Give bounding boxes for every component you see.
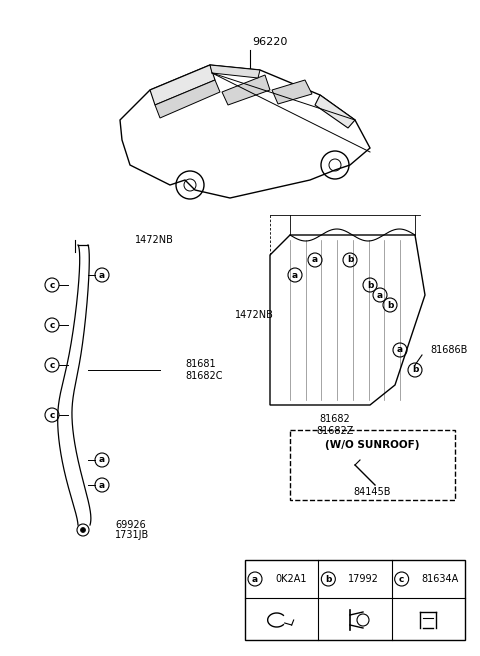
Text: b: b <box>387 300 393 310</box>
Text: a: a <box>252 575 258 583</box>
PathPatch shape <box>155 80 220 118</box>
PathPatch shape <box>150 65 215 105</box>
Text: 81681
81682C: 81681 81682C <box>185 359 223 380</box>
Text: 1472NB: 1472NB <box>135 235 174 245</box>
Text: a: a <box>397 346 403 354</box>
Text: 81634A: 81634A <box>421 574 459 584</box>
Text: 84145B: 84145B <box>354 487 391 497</box>
Text: b: b <box>367 281 373 289</box>
Text: c: c <box>49 321 55 329</box>
Text: 81686B: 81686B <box>430 345 468 355</box>
Text: 1472NB: 1472NB <box>235 310 274 320</box>
Text: a: a <box>292 270 298 279</box>
Text: 96220: 96220 <box>252 37 288 47</box>
Text: b: b <box>325 575 332 583</box>
Text: c: c <box>399 575 404 583</box>
Text: 1731JB: 1731JB <box>115 530 149 540</box>
Text: 69926: 69926 <box>115 520 146 530</box>
Bar <box>290 430 455 500</box>
Text: 81682
81682Z: 81682 81682Z <box>316 414 354 436</box>
Text: 0K2A1: 0K2A1 <box>275 574 307 584</box>
PathPatch shape <box>222 75 270 105</box>
Bar <box>245 560 465 640</box>
Text: b: b <box>347 255 353 264</box>
Text: c: c <box>49 281 55 289</box>
Text: c: c <box>49 361 55 369</box>
Circle shape <box>81 527 85 533</box>
PathPatch shape <box>270 235 425 405</box>
Text: b: b <box>412 365 418 375</box>
Text: (W/O SUNROOF): (W/O SUNROOF) <box>325 440 420 450</box>
Text: a: a <box>99 455 105 464</box>
PathPatch shape <box>210 65 260 78</box>
Text: 17992: 17992 <box>348 574 379 584</box>
Text: a: a <box>377 291 383 300</box>
PathPatch shape <box>272 80 312 104</box>
Text: a: a <box>99 480 105 489</box>
Text: c: c <box>49 411 55 419</box>
Text: a: a <box>99 270 105 279</box>
PathPatch shape <box>315 95 355 128</box>
PathPatch shape <box>120 65 370 198</box>
Text: a: a <box>312 255 318 264</box>
